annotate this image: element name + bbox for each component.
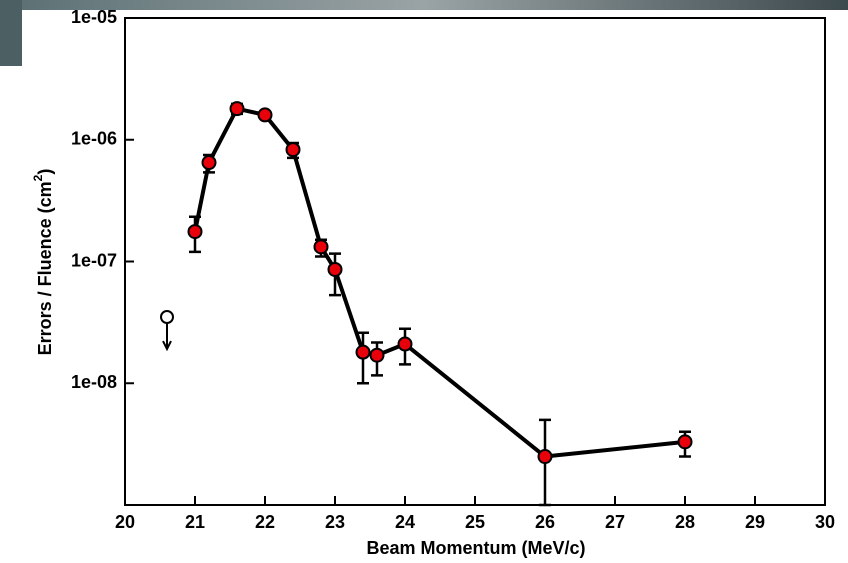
data-point: [187, 224, 203, 240]
x-tick-label: 30: [815, 512, 835, 532]
data-point: [285, 142, 301, 158]
y-axis-title-main: Errors / Fluence (cm: [35, 181, 55, 355]
x-tick-label: 28: [675, 512, 695, 532]
x-tick-label: 27: [605, 512, 625, 532]
upper-limit-point: [160, 310, 174, 325]
x-tick-label: 22: [255, 512, 275, 532]
x-tick-label: 25: [465, 512, 485, 532]
data-point: [313, 239, 329, 255]
data-point: [677, 434, 693, 450]
data-point: [201, 155, 217, 171]
y-axis-title-sup: 2: [31, 174, 45, 181]
x-tick-label: 20: [115, 512, 135, 532]
data-line: [193, 106, 686, 459]
data-point: [397, 336, 413, 352]
x-tick-label: 23: [325, 512, 345, 532]
plot-frame: [124, 17, 826, 506]
data-point: [327, 261, 343, 277]
x-tick-label: 26: [535, 512, 555, 532]
background-corner: [0, 0, 22, 66]
x-axis-title: Beam Momentum (MeV/c): [366, 538, 585, 558]
y-axis-title-end: ): [35, 169, 55, 175]
x-tick-label: 21: [185, 512, 205, 532]
background-strip: [0, 0, 848, 10]
data-point: [369, 347, 385, 363]
y-tick-label: 1e-05: [71, 7, 117, 27]
y-tick-label: 1e-06: [71, 129, 117, 149]
limit-arrow: [162, 323, 172, 352]
data-point: [355, 344, 371, 360]
x-tick-label: 24: [395, 512, 415, 532]
y-axis-title: Errors / Fluence (cm2): [31, 169, 55, 356]
x-tick-label: 29: [745, 512, 765, 532]
data-point: [229, 101, 245, 117]
y-tick-label: 1e-07: [71, 250, 117, 270]
data-point: [537, 449, 553, 465]
y-tick-label: 1e-08: [71, 372, 117, 392]
data-point: [257, 107, 273, 123]
